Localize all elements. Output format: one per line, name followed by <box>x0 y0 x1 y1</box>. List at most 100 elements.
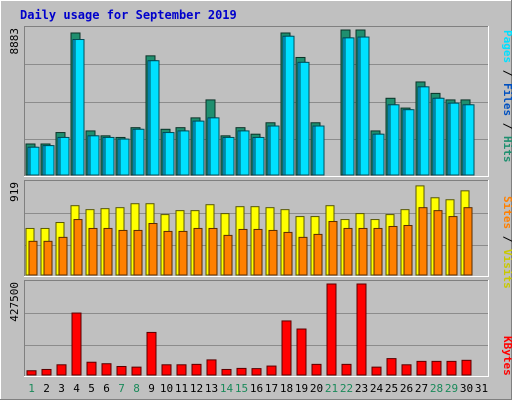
bar-pages-day-30 <box>464 104 475 176</box>
kbytes-axis-max-label: 427500 <box>8 282 21 322</box>
visits-axis-max-label: 919 <box>8 182 21 202</box>
x-label-day-30: 30 <box>460 382 473 395</box>
kbytes-panel <box>24 280 489 377</box>
bar-kbytes-day-11 <box>176 364 187 376</box>
bar-pages-day-24 <box>374 133 385 176</box>
bar-sites-day-24 <box>373 227 383 276</box>
hits-axis-max-label: 8883 <box>8 28 21 55</box>
x-label-day-15: 15 <box>235 382 248 395</box>
bar-kbytes-day-10 <box>161 364 172 376</box>
bar-pages-day-7 <box>119 138 130 176</box>
bar-sites-day-10 <box>163 230 173 276</box>
bar-sites-day-13 <box>208 227 218 276</box>
legend-sites: Sites <box>501 196 512 229</box>
bar-pages-day-1 <box>29 146 40 176</box>
bar-pages-day-11 <box>179 130 190 176</box>
bar-sites-day-16 <box>253 228 263 276</box>
legend-pages: Pages <box>501 30 512 63</box>
bar-kbytes-day-28 <box>431 360 442 376</box>
bar-kbytes-day-18 <box>281 320 292 376</box>
bar-kbytes-day-12 <box>191 363 202 376</box>
x-label-day-24: 24 <box>370 382 384 395</box>
bar-sites-day-26 <box>403 224 413 276</box>
bar-sites-day-19 <box>298 236 308 276</box>
x-label-day-28: 28 <box>430 382 443 395</box>
bar-kbytes-day-30 <box>461 359 472 376</box>
x-label-day-18: 18 <box>280 382 293 395</box>
chart-title: Daily usage for September 2019 <box>20 8 237 22</box>
bar-pages-day-19 <box>299 61 310 176</box>
bar-kbytes-day-17 <box>266 365 277 376</box>
x-label-day-14: 14 <box>220 382 234 395</box>
bar-sites-day-29 <box>448 216 458 276</box>
kbytes-legend: KBytes <box>501 336 512 376</box>
bar-sites-day-8 <box>133 229 143 276</box>
hits-files-pages-legend: Pages / Files / Hits <box>501 30 512 163</box>
bar-sites-day-23 <box>358 227 368 276</box>
bar-pages-day-18 <box>284 35 295 176</box>
bar-kbytes-day-19 <box>296 328 307 376</box>
x-label-day-23: 23 <box>355 382 368 395</box>
bar-pages-day-26 <box>404 109 415 176</box>
x-label-day-20: 20 <box>310 382 323 395</box>
bar-sites-day-25 <box>388 225 398 276</box>
bar-pages-day-20 <box>314 125 325 176</box>
bar-sites-day-21 <box>328 221 338 276</box>
x-label-day-13: 13 <box>205 382 218 395</box>
x-label-day-12: 12 <box>190 382 203 395</box>
bar-pages-day-28 <box>434 97 445 176</box>
bar-kbytes-day-22 <box>341 363 352 376</box>
bar-pages-day-14 <box>224 136 235 176</box>
bar-sites-day-1 <box>28 240 38 276</box>
bar-kbytes-day-15 <box>236 367 247 376</box>
bar-pages-day-8 <box>134 128 145 176</box>
bar-kbytes-day-7 <box>116 365 127 376</box>
x-label-day-27: 27 <box>415 382 428 395</box>
x-label-day-6: 6 <box>103 382 110 395</box>
legend-hits: Hits <box>501 136 512 163</box>
bar-sites-day-20 <box>313 233 323 276</box>
bar-pages-day-9 <box>149 60 160 176</box>
x-label-day-1: 1 <box>28 382 35 395</box>
bar-kbytes-day-8 <box>131 366 142 376</box>
bar-pages-day-3 <box>59 136 70 176</box>
bar-kbytes-day-20 <box>311 363 322 376</box>
legend-visits: Visits <box>501 249 512 289</box>
x-label-day-11: 11 <box>175 382 188 395</box>
bar-sites-day-7 <box>118 229 128 276</box>
bar-sites-day-22 <box>343 227 353 276</box>
bar-pages-day-10 <box>164 132 175 176</box>
bar-kbytes-day-5 <box>86 361 97 376</box>
legend-kbytes: KBytes <box>501 336 512 376</box>
x-label-day-3: 3 <box>58 382 65 395</box>
bar-sites-day-28 <box>433 210 443 276</box>
x-label-day-10: 10 <box>160 382 173 395</box>
x-label-day-8: 8 <box>133 382 140 395</box>
x-label-day-7: 7 <box>118 382 125 395</box>
bar-pages-day-5 <box>89 135 100 176</box>
x-label-day-25: 25 <box>385 382 398 395</box>
visits-sites-legend: Sites / Visits <box>501 196 512 289</box>
bar-pages-day-27 <box>419 86 430 176</box>
bar-sites-day-2 <box>43 240 53 276</box>
bar-sites-day-30 <box>463 207 473 276</box>
x-label-day-17: 17 <box>265 382 278 395</box>
bar-pages-day-29 <box>449 102 460 176</box>
bar-kbytes-day-13 <box>206 359 217 376</box>
bar-sites-day-3 <box>58 236 68 276</box>
visits-sites-panel <box>24 180 489 277</box>
bar-sites-day-18 <box>283 231 293 276</box>
x-label-day-16: 16 <box>250 382 263 395</box>
bar-pages-day-13 <box>209 117 220 176</box>
bar-pages-day-17 <box>269 125 280 176</box>
bar-sites-day-27 <box>418 207 428 276</box>
x-label-day-5: 5 <box>88 382 95 395</box>
bar-pages-day-6 <box>104 136 115 176</box>
bar-sites-day-11 <box>178 230 188 276</box>
bar-pages-day-15 <box>239 130 250 176</box>
bar-sites-day-12 <box>193 227 203 276</box>
legend-files: Files <box>501 83 512 116</box>
bar-sites-day-6 <box>103 227 113 276</box>
bar-kbytes-day-1 <box>26 370 37 376</box>
